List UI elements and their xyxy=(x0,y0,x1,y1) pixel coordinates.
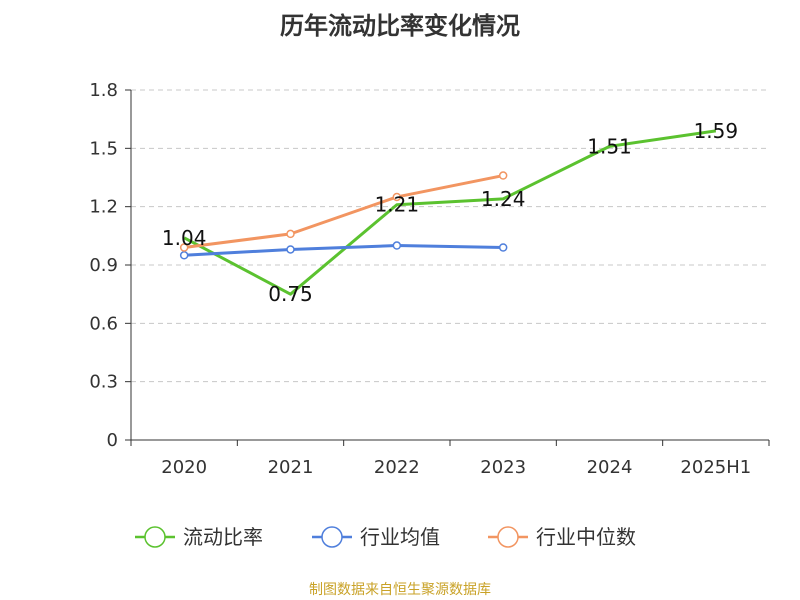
point-s2-3 xyxy=(498,171,508,180)
x-tick-label-2: 2022 xyxy=(374,457,420,478)
data-label-4: 1.51 xyxy=(587,134,632,158)
x-tick-label-0: 2020 xyxy=(161,457,207,478)
y-tick-label-3: 0.9 xyxy=(89,255,118,276)
legend-label-0: 流动比率 xyxy=(183,525,263,549)
x-tick-label-3: 2023 xyxy=(480,457,526,478)
axes: 0 0.3 0.6 0.9 1.2 1.5 1.8 2020 2021 2022 2023 2024 2… xyxy=(89,80,770,478)
y-tick-label-1: 0.3 xyxy=(89,372,118,393)
point-s2-0 xyxy=(179,243,189,252)
y-tick-label-6: 1.8 xyxy=(89,80,118,101)
grid xyxy=(131,89,769,383)
data-label-3: 1.24 xyxy=(481,187,526,211)
series-line-1 xyxy=(184,244,504,257)
legend-marker-0 xyxy=(144,526,166,548)
legend-marker-2 xyxy=(497,526,519,548)
legend-marker-1 xyxy=(321,526,343,548)
point-s2-1 xyxy=(286,229,295,239)
data-label-5: 1.59 xyxy=(694,119,739,143)
point-s1-2 xyxy=(392,241,402,250)
x-tick-label-4: 2024 xyxy=(587,457,633,478)
series xyxy=(179,129,717,296)
source-note: 制图数据来自恒生聚源数据库 xyxy=(309,582,491,598)
y-tick-label-2: 0.6 xyxy=(89,313,118,334)
legend-label-2: 行业中位数 xyxy=(536,525,636,549)
point-s2-2 xyxy=(392,192,402,202)
data-label-0: 1.04 xyxy=(162,226,207,250)
series-line-0 xyxy=(183,129,717,296)
point-s1-1 xyxy=(286,245,295,254)
point-s1-0 xyxy=(179,251,189,260)
data-labels: 1.04 0.75 1.21 1.24 1.51 1.59 xyxy=(162,119,738,306)
x-tick-label-5: 2025H1 xyxy=(680,457,751,478)
data-label-1: 0.75 xyxy=(268,282,313,306)
chart-title: 历年流动比率变化情况 xyxy=(280,12,520,40)
legend-label-1: 行业均值 xyxy=(360,525,440,549)
point-s1-3 xyxy=(498,243,508,252)
y-tick-label-0: 0 xyxy=(107,430,118,451)
legend[interactable]: 流动比率 行业均值 行业中位数 xyxy=(135,525,636,549)
series-line-2 xyxy=(183,174,504,249)
y-tick-label-5: 1.5 xyxy=(89,138,118,159)
x-tick-label-1: 2021 xyxy=(268,457,314,478)
y-tick-label-4: 1.2 xyxy=(89,197,118,218)
data-label-2: 1.21 xyxy=(375,193,420,217)
